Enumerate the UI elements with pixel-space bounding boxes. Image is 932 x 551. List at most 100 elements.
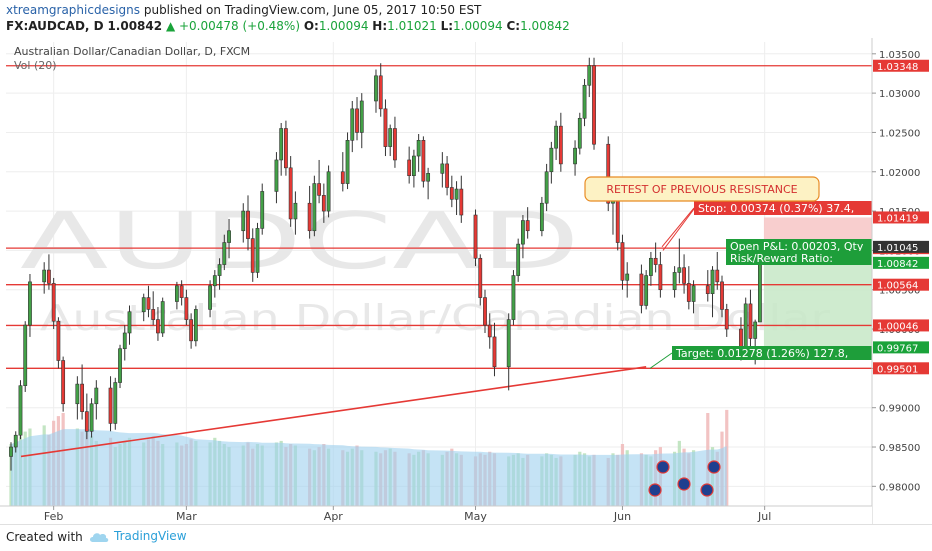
- candle-body: [217, 264, 222, 276]
- candle-body: [47, 269, 51, 284]
- candle-body: [355, 108, 359, 133]
- candle-body: [241, 210, 246, 232]
- candle-body: [28, 281, 32, 326]
- time-axis[interactable]: Feb Mar Apr May Jun Jul: [0, 505, 872, 524]
- candle-body: [710, 269, 715, 294]
- candle-body: [122, 332, 127, 350]
- candle-body: [127, 311, 132, 334]
- candle-body: [758, 262, 762, 323]
- close-value: 1.00842: [520, 19, 570, 33]
- candle-body: [577, 117, 582, 149]
- candle-body: [284, 128, 288, 169]
- candle-body: [620, 242, 625, 281]
- tradingview-logo[interactable]: TradingView: [88, 529, 187, 543]
- brand-name: TradingView: [114, 529, 187, 543]
- time-tick-label: Jul: [757, 510, 771, 523]
- candle-body: [549, 147, 554, 173]
- price-change: ▲ +0.00478 (+0.48%): [165, 19, 301, 33]
- candle-body: [75, 383, 80, 405]
- annotation-callout[interactable]: RETEST OF PREVIOUS RESISTANCE: [584, 176, 820, 251]
- candle-body: [483, 297, 487, 326]
- candle-body: [212, 275, 217, 287]
- candle-body: [274, 159, 279, 192]
- candle-body: [118, 348, 122, 383]
- candle-body: [554, 125, 559, 149]
- candle-body: [521, 220, 525, 245]
- stop-label-text: Stop: 0.00374 (0.37%) 37.4,: [698, 202, 854, 215]
- candle-body: [592, 65, 596, 145]
- candle-body: [279, 128, 284, 161]
- trendline[interactable]: [20, 366, 647, 458]
- candle-body: [293, 202, 298, 220]
- volume-bar: [725, 409, 729, 506]
- price-tag-bg: [873, 319, 929, 332]
- cloud-icon: [90, 532, 109, 542]
- price-tag-label: 1.01419: [877, 213, 918, 224]
- footer-bar: Created with TradingView: [0, 524, 932, 551]
- price-tick-label: 0.98000: [879, 482, 920, 493]
- candle-body: [558, 125, 563, 165]
- candle-body: [156, 319, 160, 334]
- event-flag-icon: [707, 460, 721, 474]
- candle-body: [255, 228, 260, 273]
- candles: [9, 57, 762, 471]
- target-label-text: Target: 0.01278 (1.26%) 127.8,: [675, 347, 848, 360]
- candle-body: [378, 75, 383, 110]
- candle-body: [454, 188, 459, 200]
- candle-body: [516, 243, 521, 276]
- candle-body: [175, 285, 179, 302]
- author-link[interactable]: xtreamgraphicdesigns: [6, 3, 141, 17]
- candle-body: [51, 283, 56, 322]
- candle-body: [407, 159, 412, 176]
- candle-body: [743, 303, 748, 353]
- close-label: C:: [506, 19, 521, 33]
- candle-body: [492, 336, 497, 368]
- price-tag-label: 1.00564: [877, 281, 918, 292]
- candle-body: [658, 264, 663, 291]
- candle-body: [426, 173, 431, 182]
- publish-info: xtreamgraphicdesigns published on Tradin…: [6, 3, 481, 17]
- candle-body: [539, 202, 544, 232]
- time-axis-bg: [0, 506, 872, 524]
- price-tag-bg: [873, 341, 929, 354]
- time-tick-label: May: [464, 510, 487, 523]
- last-price: 1.00842: [107, 19, 163, 33]
- candle-body: [250, 238, 255, 273]
- candle-body: [625, 273, 630, 281]
- price-tick-label: 1.02500: [879, 128, 920, 139]
- candle-body: [473, 214, 478, 259]
- candle-body: [682, 267, 686, 284]
- time-tick-label: Feb: [44, 510, 63, 523]
- high-label: H:: [372, 19, 388, 33]
- candle-body: [189, 319, 194, 342]
- price-axis[interactable]: 1.035001.030001.025001.020001.015001.010…: [871, 38, 932, 524]
- event-markers: [648, 460, 721, 497]
- volume-ma-area: [11, 429, 727, 506]
- candle-body: [23, 324, 28, 386]
- candle-body: [440, 163, 445, 174]
- published-text: published on TradingView.com, June 05, 2…: [140, 3, 482, 17]
- rr-label-bg: [726, 251, 874, 265]
- price-tick-label: 1.02000: [879, 168, 920, 179]
- price-chart[interactable]: AUDCAD Australian Dollar/Canadian Dollar…: [0, 38, 932, 524]
- candle-body: [288, 167, 293, 220]
- candle-body: [487, 324, 492, 338]
- annotation-pointer: [662, 200, 701, 251]
- chart-area[interactable]: AUDCAD Australian Dollar/Canadian Dollar…: [0, 38, 932, 524]
- pnl-label-text: Open P&L: 0.00203, Qty: [730, 240, 864, 253]
- candle-body: [421, 140, 426, 182]
- candle-body: [677, 267, 682, 273]
- candle-body: [227, 230, 231, 243]
- created-with-label: Created with: [6, 530, 83, 544]
- candle-body: [193, 309, 198, 342]
- low-label: L:: [440, 19, 454, 33]
- candle-body: [317, 183, 322, 196]
- symbol-name: FX:AUDCAD, D: [6, 19, 104, 33]
- chart-title: Australian Dollar/Canadian Dollar, D, FX…: [14, 45, 250, 58]
- candle-body: [720, 281, 724, 310]
- candle-body: [715, 269, 720, 283]
- candle-body: [724, 309, 729, 330]
- candle-body: [208, 285, 212, 310]
- candle-body: [388, 128, 393, 147]
- watermark-name: Australian Dollar/Canadian Dollar: [40, 298, 830, 339]
